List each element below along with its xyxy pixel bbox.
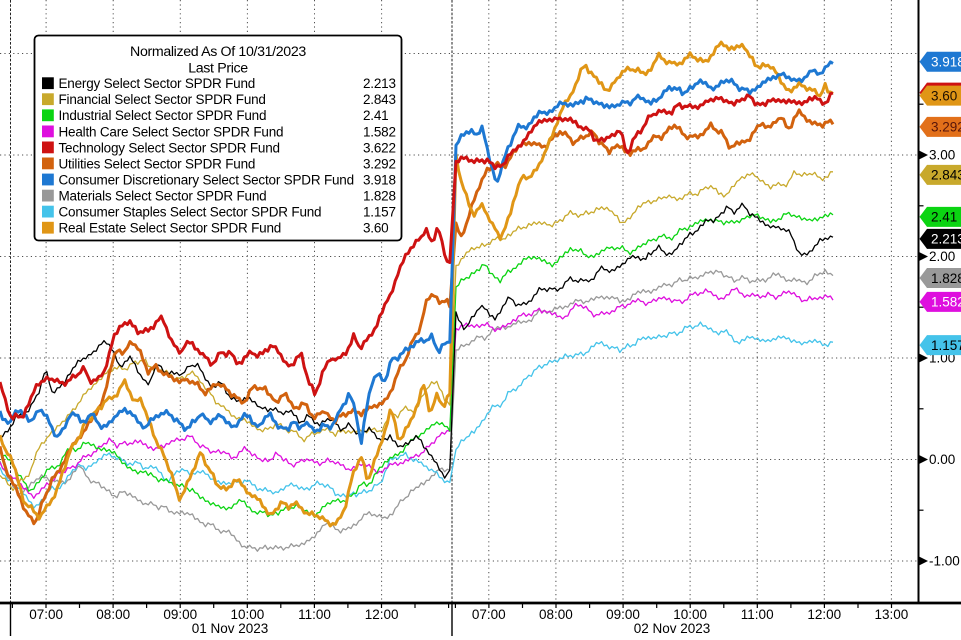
svg-text:08:00: 08:00 [96, 607, 130, 622]
svg-text:3.292: 3.292 [931, 120, 961, 135]
svg-text:10:00: 10:00 [231, 607, 265, 622]
svg-text:Consumer Staples Select Sector: Consumer Staples Select Sector SPDR Fund [59, 205, 322, 220]
svg-text:09:00: 09:00 [606, 607, 640, 622]
svg-text:Utilities Select Sector SPDR F: Utilities Select Sector SPDR Fund [59, 156, 256, 171]
svg-text:Real Estate Select Sector SPDR: Real Estate Select Sector SPDR Fund [59, 221, 282, 236]
svg-text:Consumer Discretionary Select: Consumer Discretionary Select Sector SPD… [59, 172, 354, 187]
svg-text:3.60: 3.60 [363, 221, 388, 236]
svg-text:1.828: 1.828 [363, 189, 396, 204]
svg-text:2.41: 2.41 [363, 108, 388, 123]
svg-text:2.213: 2.213 [363, 76, 396, 91]
svg-text:Energy Select Sector SPDR Fund: Energy Select Sector SPDR Fund [59, 76, 256, 91]
svg-text:-1.00: -1.00 [929, 554, 960, 569]
svg-text:1.582: 1.582 [931, 295, 961, 310]
svg-text:12:00: 12:00 [807, 607, 841, 622]
svg-text:07:00: 07:00 [472, 607, 506, 622]
svg-text:0.00: 0.00 [929, 452, 955, 467]
svg-text:Materials Select Sector SPDR F: Materials Select Sector SPDR Fund [59, 189, 267, 204]
svg-text:02 Nov 2023: 02 Nov 2023 [634, 621, 711, 636]
svg-text:10:00: 10:00 [673, 607, 707, 622]
svg-text:08:00: 08:00 [539, 607, 573, 622]
svg-text:07:00: 07:00 [29, 607, 63, 622]
svg-text:Financial Select Sector SPDR F: Financial Select Sector SPDR Fund [59, 92, 266, 107]
svg-text:Health Care Select Sector SPDR: Health Care Select Sector SPDR Fund [59, 124, 284, 139]
svg-text:1.157: 1.157 [363, 205, 396, 220]
svg-text:2.00: 2.00 [929, 249, 955, 264]
svg-text:3.918: 3.918 [931, 55, 961, 70]
svg-text:Normalized As Of 10/31/2023: Normalized As Of 10/31/2023 [130, 44, 306, 60]
svg-text:Technology Select Sector SPDR: Technology Select Sector SPDR Fund [59, 140, 280, 155]
svg-text:1.157: 1.157 [931, 338, 961, 353]
svg-text:11:00: 11:00 [741, 607, 774, 622]
svg-text:2.843: 2.843 [931, 168, 961, 183]
svg-text:12:00: 12:00 [365, 607, 399, 622]
svg-text:Last Price: Last Price [188, 61, 248, 77]
svg-text:3.60: 3.60 [931, 88, 957, 103]
svg-text:3.622: 3.622 [363, 140, 396, 155]
svg-text:09:00: 09:00 [163, 607, 197, 622]
svg-text:2.41: 2.41 [931, 210, 957, 225]
svg-text:3.292: 3.292 [363, 156, 396, 171]
svg-text:13:00: 13:00 [875, 607, 909, 622]
svg-text:11:00: 11:00 [298, 607, 331, 622]
svg-text:2.843: 2.843 [363, 92, 396, 107]
svg-text:2.213: 2.213 [931, 232, 961, 247]
svg-text:3.00: 3.00 [929, 148, 955, 163]
svg-text:1.582: 1.582 [363, 124, 396, 139]
svg-text:3.918: 3.918 [363, 172, 396, 187]
svg-text:Industrial Select Sector SPDR: Industrial Select Sector SPDR Fund [59, 108, 267, 123]
svg-text:01 Nov 2023: 01 Nov 2023 [192, 621, 269, 636]
svg-text:1.828: 1.828 [931, 271, 961, 286]
